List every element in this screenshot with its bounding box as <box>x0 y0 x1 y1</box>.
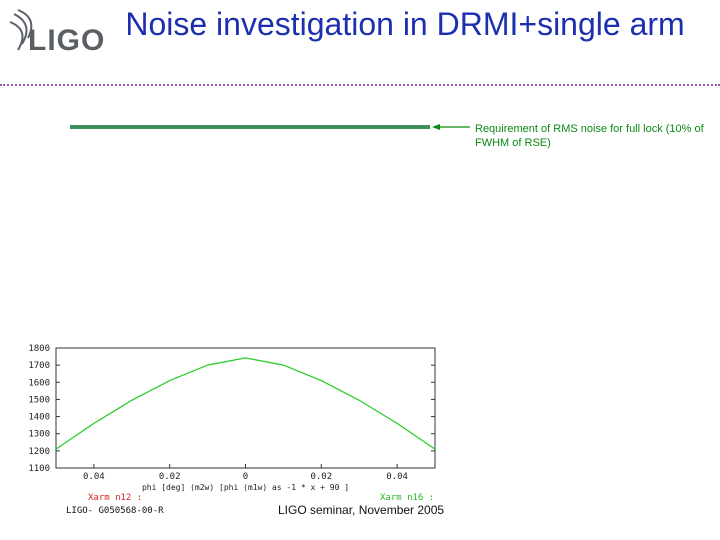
ligo-logo <box>9 9 33 51</box>
plot-frame <box>55 347 436 469</box>
y-tick-label: 1400 <box>28 413 50 423</box>
x-tick-label: 0.04 <box>83 472 105 482</box>
footer-seminar: LIGO seminar, November 2005 <box>278 503 445 517</box>
legend-right: Xarm n16 : <box>380 493 434 503</box>
x-tick-label: 0.02 <box>159 472 181 482</box>
logo-text: LIGO <box>28 24 106 57</box>
x-tick-label: 0.02 <box>310 472 332 482</box>
title-divider <box>0 84 720 86</box>
y-tick-label: 1700 <box>28 361 50 371</box>
document-number: LIGO- G050568-00-R <box>66 506 164 516</box>
y-tick-label: 1200 <box>28 447 50 457</box>
y-tick-label: 1300 <box>28 430 50 440</box>
logo-swirl-icon <box>9 9 33 51</box>
noise-plot: 1800 1700 1600 1500 1400 1300 1200 1100 0.04 0.02… <box>28 344 436 503</box>
x-tick-label: 0 <box>243 472 248 482</box>
series-line <box>55 357 436 450</box>
slide-title: Noise investigation in DRMI+single arm <box>125 6 685 42</box>
y-tick-label: 1600 <box>28 378 50 388</box>
arrowhead-icon <box>432 124 440 130</box>
legend-left: Xarm n12 : <box>88 493 142 503</box>
requirement-line-graphic <box>70 124 470 130</box>
y-tick-label: 1500 <box>28 395 50 405</box>
y-tick-label: 1100 <box>28 464 50 474</box>
x-tick-label: 0.04 <box>386 472 408 482</box>
requirement-annotation: Requirement of RMS noise for full lock (… <box>475 123 704 149</box>
y-tick-label: 1800 <box>28 344 50 354</box>
x-axis-label: phi [deg] (m2w) [phi (m1w) as -1 * x + 9… <box>142 483 349 492</box>
